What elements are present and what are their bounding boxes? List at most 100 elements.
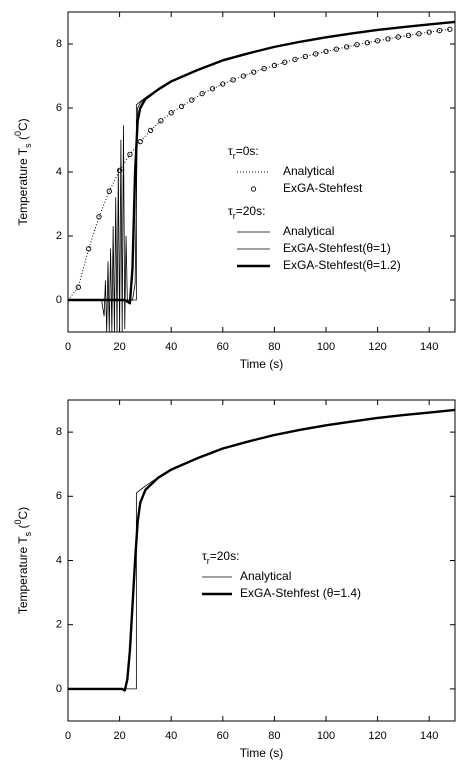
x-tick-label: 60 xyxy=(217,730,229,742)
marker xyxy=(168,110,174,116)
marker xyxy=(127,151,133,158)
x-tick-label: 120 xyxy=(368,730,386,742)
text-part: τ xyxy=(228,204,233,218)
x-tick-label: 60 xyxy=(217,341,229,353)
marker xyxy=(302,53,309,60)
text-part: ( xyxy=(16,136,30,143)
text-part: r xyxy=(207,556,210,566)
marker xyxy=(333,46,339,52)
y-tick-label: 6 xyxy=(56,490,62,502)
x-tick-label: 100 xyxy=(317,341,335,353)
x-tick-label: 20 xyxy=(113,341,125,353)
marker xyxy=(85,246,92,252)
text-part: =0s: xyxy=(236,144,259,158)
legend-marker xyxy=(250,186,257,192)
marker xyxy=(426,29,432,35)
marker xyxy=(405,32,412,39)
x-tick-label: 40 xyxy=(165,730,177,742)
marker xyxy=(251,69,257,75)
marker xyxy=(292,56,298,63)
marker xyxy=(282,59,288,65)
y-tick-label: 2 xyxy=(56,619,62,631)
legend-label: Analytical xyxy=(240,569,291,583)
text-part: r xyxy=(233,151,236,161)
marker xyxy=(147,127,154,134)
marker xyxy=(75,284,81,290)
x-tick-label: 20 xyxy=(113,730,125,742)
text-part: 0 xyxy=(13,131,23,136)
text-part: Temperature T xyxy=(16,536,30,614)
y-tick-label: 4 xyxy=(56,166,62,178)
series-line xyxy=(68,408,455,692)
marker xyxy=(199,90,205,97)
text-part: =20s: xyxy=(210,549,240,563)
x-axis-label: Time (s) xyxy=(240,357,284,371)
marker xyxy=(374,38,381,44)
y-tick-label: 8 xyxy=(56,426,62,438)
text-part: s xyxy=(23,531,33,536)
panel: 0 20 40 60 80 100 120 140 0 2 4 6 8 Time (s) Temperatu… xyxy=(13,11,456,371)
marker xyxy=(137,138,143,145)
y-axis-label: Temperature Ts (0C) xyxy=(13,118,33,225)
marker xyxy=(271,62,278,69)
x-tick-label: 140 xyxy=(420,341,438,353)
marker xyxy=(436,27,443,34)
marker xyxy=(385,36,391,42)
legend: τr=20s:Analytical ExGA-Stehfest (θ=1.4) xyxy=(202,549,361,600)
x-tick-label: 40 xyxy=(165,341,177,353)
marker xyxy=(189,97,195,103)
x-tick-label: 0 xyxy=(65,730,71,742)
text-part: C) xyxy=(16,118,30,131)
marker xyxy=(96,214,102,220)
marker xyxy=(416,31,422,37)
marker xyxy=(261,65,267,72)
legend-title: τr=20s: xyxy=(202,549,239,566)
plot-frame xyxy=(67,399,456,722)
marker xyxy=(364,40,370,46)
marker xyxy=(240,73,247,79)
x-tick-label: 80 xyxy=(268,730,280,742)
marker xyxy=(323,48,329,55)
series-line xyxy=(68,28,450,301)
text-part: =20s: xyxy=(236,204,266,218)
marker xyxy=(313,51,319,57)
legend-label: ExGA-Stehfest xyxy=(283,181,363,195)
x-tick-label: 100 xyxy=(317,730,335,742)
plot-area xyxy=(68,20,455,332)
legend-label: ExGA-Stehfest(θ=1.2) xyxy=(283,258,401,272)
y-tick-label: 2 xyxy=(56,230,62,242)
text-part: C) xyxy=(16,507,30,520)
marker xyxy=(116,167,123,174)
x-tick-label: 120 xyxy=(368,341,386,353)
text-part: r xyxy=(233,211,236,221)
marker xyxy=(158,118,164,124)
marker xyxy=(209,86,216,92)
legend-label: Analytical xyxy=(283,224,334,238)
legend-title: τr=20s: xyxy=(228,204,265,221)
text-part: s xyxy=(23,143,33,148)
marker xyxy=(395,34,401,40)
legend: τr=0s:AnalyticalExGA-Stehfestτr=20s:Anal… xyxy=(228,144,401,272)
series-line xyxy=(68,409,455,690)
marker xyxy=(220,81,226,87)
panel: 0 20 40 60 80 100 120 140 0 2 4 6 8 Time (s) Temperatu… xyxy=(13,399,456,760)
y-axis-label: Temperature Ts (0C) xyxy=(13,507,33,614)
text-part: τ xyxy=(202,549,207,563)
series-line xyxy=(68,20,455,305)
legend-title: τr=0s: xyxy=(228,144,259,161)
legend-label: ExGA-Stehfest (θ=1.4) xyxy=(240,586,361,600)
marker xyxy=(447,26,453,32)
text-part: τ xyxy=(228,144,233,158)
y-tick-label: 4 xyxy=(56,554,62,566)
legend-label: ExGA-Stehfest(θ=1) xyxy=(283,241,391,255)
marker xyxy=(106,188,112,194)
y-tick-label: 0 xyxy=(56,294,62,306)
y-tick-label: 6 xyxy=(56,102,62,114)
marker xyxy=(178,103,185,110)
text-part: 0 xyxy=(13,520,23,525)
marker xyxy=(230,77,236,83)
x-tick-label: 140 xyxy=(420,730,438,742)
text-part: Temperature T xyxy=(16,147,30,225)
x-tick-label: 0 xyxy=(65,341,71,353)
